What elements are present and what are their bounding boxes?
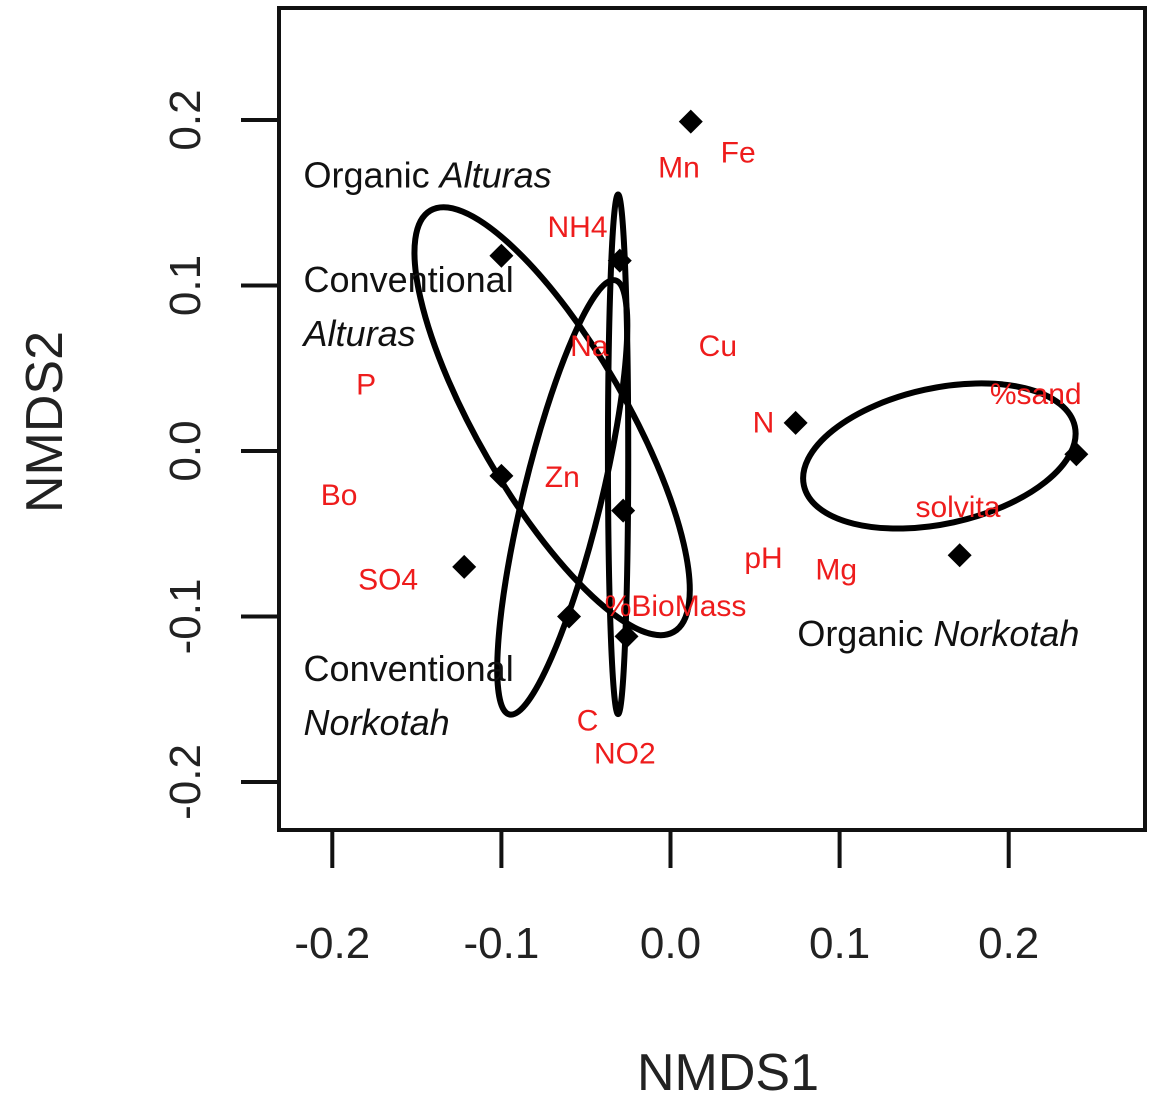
x-axis: -0.2 -0.1 0.0 0.1 0.2 xyxy=(294,830,1039,968)
variable-label: Na xyxy=(570,330,609,363)
group-labels: Organic Alturas Conventional Alturas Conven… xyxy=(302,154,1080,742)
site-point xyxy=(614,624,639,649)
y-tick-label: -0.1 xyxy=(161,579,210,655)
variable-label: solvita xyxy=(915,491,1000,524)
x-tick-label: 0.2 xyxy=(978,919,1039,968)
variable-label: Mn xyxy=(658,151,700,184)
group-label: Conventional xyxy=(304,258,514,299)
variable-label: SO4 xyxy=(358,564,418,597)
y-tick-label: -0.2 xyxy=(161,744,210,820)
variable-label: Cu xyxy=(699,330,737,363)
variable-label: Mg xyxy=(815,554,857,587)
y-tick-label: 0.1 xyxy=(161,255,210,316)
x-axis-title: NMDS1 xyxy=(637,1044,819,1100)
group-label: Alturas xyxy=(302,312,416,353)
site-point xyxy=(557,604,582,629)
site-point xyxy=(611,498,636,523)
site-point xyxy=(489,463,514,488)
variable-label: %sand xyxy=(990,378,1082,411)
plot-frame xyxy=(277,6,1147,832)
y-axis-title: NMDS2 xyxy=(16,331,74,513)
variable-label: Bo xyxy=(321,479,358,512)
variable-label: N xyxy=(753,406,775,439)
site-point xyxy=(1064,442,1089,467)
x-tick-label: 0.0 xyxy=(640,919,701,968)
variable-label: %BioMass xyxy=(605,590,747,623)
group-ellipse xyxy=(800,380,1079,532)
group-ellipse xyxy=(604,191,632,718)
site-point xyxy=(783,410,808,435)
group-label: Organic Norkotah xyxy=(797,613,1079,654)
site-points xyxy=(452,109,1089,649)
site-point xyxy=(607,248,632,273)
variable-label: C xyxy=(577,704,599,737)
variable-label: NH4 xyxy=(547,211,607,244)
y-tick-label: 0.0 xyxy=(161,420,210,481)
group-label: Organic Alturas xyxy=(304,154,552,195)
x-tick-label: -0.1 xyxy=(463,919,539,968)
site-point xyxy=(947,543,972,568)
variable-labels: Mn Fe NH4 Na Cu P N %sand Zn Bo solvita pH Mg SO4 %Bio… xyxy=(321,137,1082,771)
group-ellipses xyxy=(411,191,1079,718)
variable-label: P xyxy=(356,368,376,401)
variable-label: NO2 xyxy=(594,737,656,770)
x-tick-label: 0.1 xyxy=(809,919,870,968)
x-tick-label: -0.2 xyxy=(294,919,370,968)
site-point xyxy=(678,109,703,134)
site-point xyxy=(489,243,514,268)
site-point xyxy=(452,554,477,579)
group-ellipse xyxy=(411,204,693,639)
y-tick-label: 0.2 xyxy=(161,89,210,150)
y-axis: -0.2 -0.1 0.0 0.1 0.2 xyxy=(161,89,279,820)
group-ellipse xyxy=(494,277,631,718)
group-label: Norkotah xyxy=(304,701,450,742)
variable-label: pH xyxy=(744,542,782,575)
variable-label: Fe xyxy=(721,137,756,170)
group-label: Conventional xyxy=(304,647,514,688)
variable-label: Zn xyxy=(545,461,580,494)
